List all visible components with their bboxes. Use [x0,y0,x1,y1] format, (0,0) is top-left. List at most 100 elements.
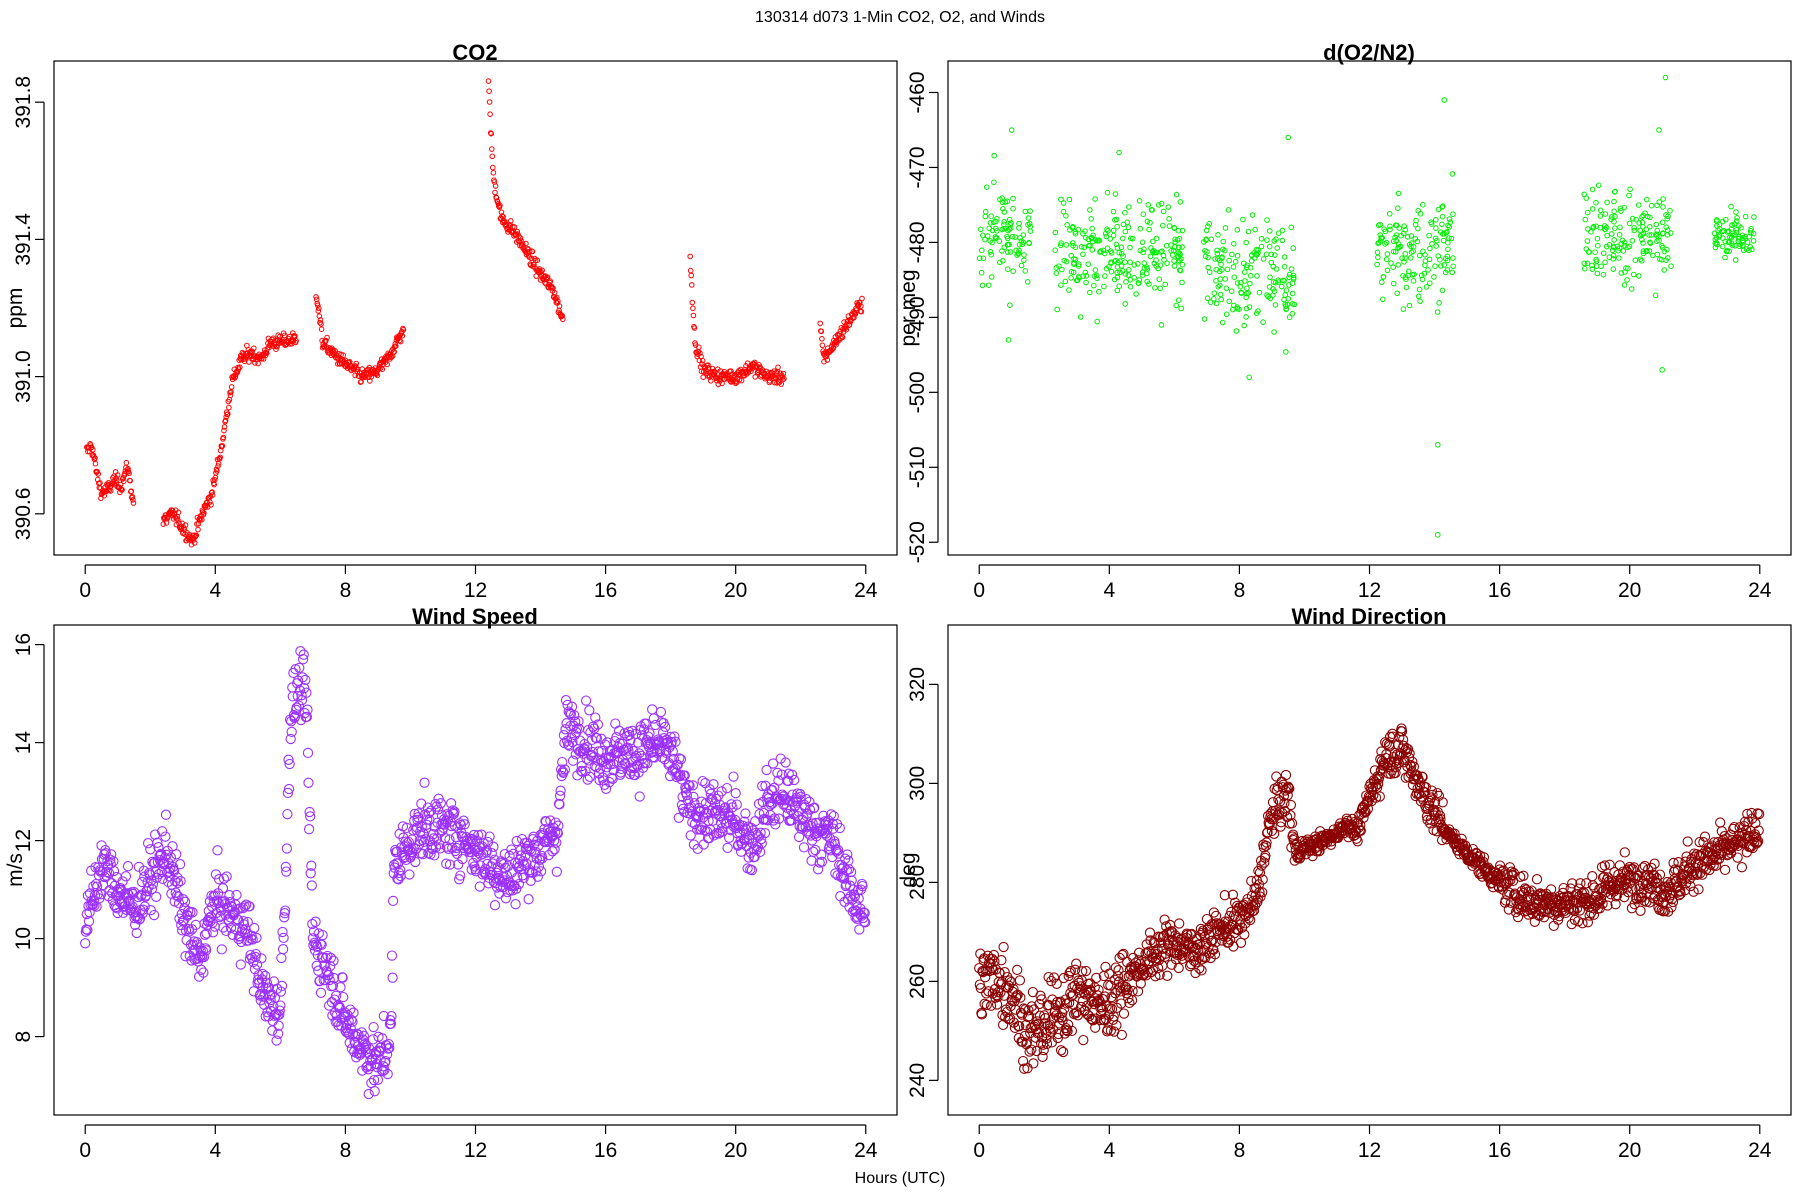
data-point [1104,189,1111,196]
x-axis: 0 4 8 12 16 20 24 [79,564,878,602]
data-point [1094,318,1100,325]
data-point [459,819,470,830]
x-tick-label: 0 [973,1139,985,1162]
data-point [1402,255,1408,262]
data-point [1116,149,1122,156]
data-point [556,303,563,309]
data-point [1379,279,1385,285]
data-point [274,1005,285,1016]
data-point [1137,225,1144,232]
data-point [474,881,485,892]
data-point [1420,201,1426,208]
x-tick-label: 16 [594,1139,617,1162]
data-point [1089,247,1096,253]
data-point [1111,276,1118,283]
data-point [1113,241,1120,248]
data-point [1159,248,1165,254]
data-point [1380,274,1387,280]
data-point [277,926,288,938]
data-point [1070,269,1077,276]
y-tick-label: 320 [906,667,929,702]
data-point [1593,263,1600,269]
data-point [1439,287,1446,294]
data-point [1395,205,1401,211]
data-point [687,267,694,274]
data-point [119,487,125,493]
data-point [384,361,390,368]
data-point [1413,217,1419,224]
data-point [1581,260,1587,267]
data-point [528,255,535,262]
data-point [1087,289,1093,296]
y-tick-label: 391.4 [12,213,35,266]
data-point [582,774,593,785]
data-point [1548,920,1559,932]
data-point [397,338,404,345]
data-point [1408,233,1415,239]
data-point [1229,251,1235,258]
panel-title: CO2 [452,40,497,65]
data-point [1439,213,1446,220]
data-point [239,901,250,912]
data-point [1156,276,1163,283]
data-point [286,726,297,738]
y-tick-label: -520 [906,521,929,563]
data-point [1009,233,1016,240]
data-point [192,939,203,950]
data-point [1592,249,1598,255]
data-point [1258,236,1265,242]
data-point [1091,282,1097,289]
data-point [1125,272,1132,278]
data-point [1173,191,1180,198]
data-point [257,968,268,980]
data-point [1406,241,1413,248]
data-point [264,990,276,1001]
x-tick-label: 4 [209,579,221,602]
data-point [1107,236,1114,242]
data-point [1103,265,1110,272]
data-point [1237,283,1244,290]
data-point [1653,221,1660,228]
x-tick-label: 20 [724,1139,747,1162]
data-point [1122,301,1128,307]
data-point [435,843,446,854]
y-tick-label: 300 [906,766,929,801]
data-point [1450,211,1456,217]
x-tick-label: 0 [79,579,91,602]
data-point [319,960,330,971]
data-point [810,844,821,856]
data-point [304,806,315,818]
data-point [293,338,299,344]
data-point [1585,226,1591,232]
data-point [1428,221,1435,227]
data-point [1646,232,1652,238]
data-point [1148,207,1155,213]
data-point [1653,231,1660,237]
data-point [1656,127,1662,133]
data-point [1211,296,1217,302]
data-point [1218,296,1224,303]
data-point [1416,252,1423,259]
data-point [551,866,562,877]
data-point [196,964,207,975]
data-point [271,983,283,994]
data-point [1664,216,1671,222]
data-point [1742,213,1749,220]
data-point [1108,260,1114,267]
data-point [151,891,162,902]
data-point [289,338,296,345]
data-point [1627,186,1633,193]
y-axis: -520-510-500-490-480-470-460 [906,71,939,563]
data-point [351,366,357,372]
data-point [97,480,103,486]
data-point [400,327,407,333]
data-point [982,213,989,220]
data-point [152,837,163,848]
data-point [1434,309,1441,315]
data-point [213,897,224,909]
data-point [212,845,223,856]
data-point [1374,261,1380,268]
data-point [207,499,213,505]
data-point [1433,243,1439,249]
data-point [1007,225,1014,231]
